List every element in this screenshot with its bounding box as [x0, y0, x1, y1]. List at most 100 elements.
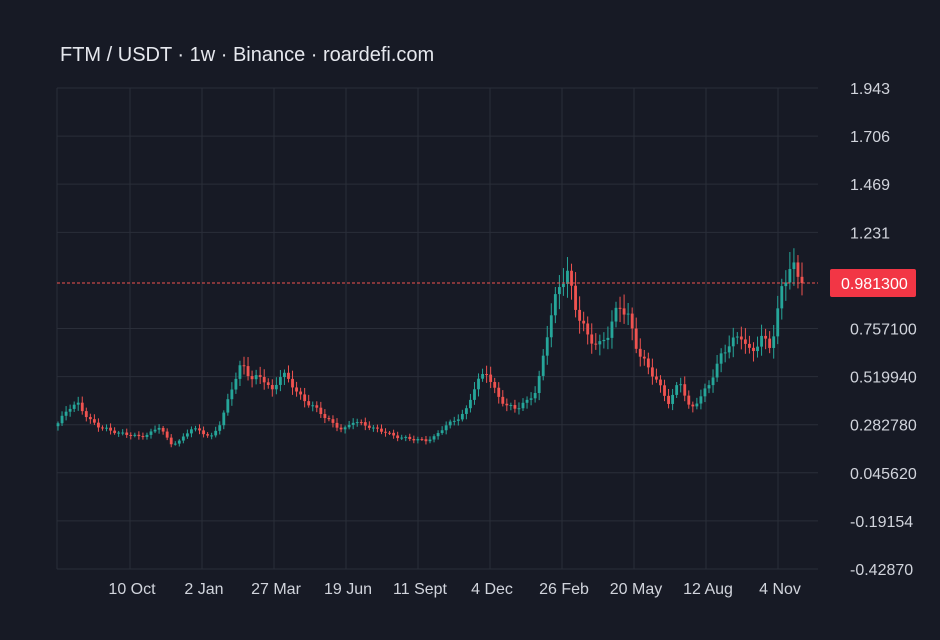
candle-body — [638, 348, 642, 357]
candle — [347, 420, 351, 430]
candle — [683, 376, 687, 402]
candle — [464, 405, 468, 420]
candle — [646, 352, 650, 375]
candle-body — [121, 432, 125, 434]
candle-body — [715, 363, 719, 378]
candle — [117, 430, 121, 437]
candle-body — [634, 328, 638, 349]
candle — [408, 433, 412, 442]
candle — [764, 328, 768, 350]
candle-body — [650, 367, 654, 377]
candle — [776, 295, 780, 345]
candle — [743, 328, 747, 354]
candle — [626, 303, 630, 326]
candle — [630, 307, 634, 341]
candle — [133, 432, 137, 438]
candle — [303, 387, 307, 408]
candle — [739, 326, 743, 350]
candle — [238, 360, 242, 386]
candle-body — [80, 402, 84, 412]
candle-body — [129, 434, 133, 436]
candle — [72, 401, 76, 413]
candle-body — [84, 411, 88, 418]
candle — [553, 286, 557, 324]
candle-body — [489, 374, 493, 382]
candle-body — [646, 358, 650, 368]
candle-body — [380, 428, 383, 432]
candle-body — [671, 394, 675, 404]
candle-body — [574, 285, 577, 310]
candle — [772, 324, 776, 359]
grid — [56, 87, 818, 570]
candle — [691, 401, 695, 413]
candle-body — [384, 431, 387, 433]
candle-body — [396, 435, 400, 439]
y-tick-label: 0.757100 — [850, 322, 917, 339]
candle-body — [173, 443, 177, 445]
candle — [594, 333, 598, 350]
candle-body — [788, 269, 792, 283]
candle — [392, 429, 396, 439]
candle-body — [60, 415, 64, 424]
candle-body — [367, 425, 371, 428]
candle — [88, 413, 92, 424]
candle — [650, 358, 654, 385]
candle-body — [408, 436, 412, 440]
candle-body — [529, 398, 533, 400]
candle-body — [339, 427, 343, 430]
candle-body — [287, 372, 290, 379]
candle — [323, 409, 327, 424]
candle — [687, 390, 691, 409]
candle — [97, 418, 100, 432]
candle-body — [562, 283, 565, 288]
candle-body — [501, 396, 505, 404]
candle — [262, 369, 266, 390]
candle — [222, 410, 226, 430]
candle-body — [76, 402, 80, 405]
candle — [343, 425, 347, 434]
candle-body — [533, 393, 537, 399]
y-tick-label: 1.943 — [850, 81, 890, 98]
candle — [246, 357, 250, 381]
candle — [121, 429, 125, 436]
candle-body — [109, 427, 112, 431]
candle-body — [113, 430, 117, 434]
candle — [258, 366, 262, 384]
candle-body — [727, 346, 731, 353]
candle-body — [388, 432, 391, 434]
candle-body — [169, 437, 173, 445]
x-tick-label: 26 Feb — [539, 581, 589, 598]
candle — [768, 331, 772, 354]
candle — [707, 380, 711, 394]
candle — [153, 425, 157, 434]
candle — [404, 435, 408, 442]
candle-body — [283, 372, 286, 378]
candle — [505, 398, 509, 412]
candle — [376, 424, 379, 433]
candle-body — [266, 382, 270, 386]
candle-body — [72, 404, 76, 409]
candle — [562, 268, 565, 296]
candle — [675, 382, 679, 398]
candle-body — [400, 437, 404, 439]
x-tick-label: 10 Oct — [108, 581, 156, 598]
candle — [715, 355, 719, 382]
candle — [299, 387, 303, 400]
candle-body — [452, 420, 456, 422]
y-tick-label: 1.469 — [850, 177, 890, 194]
candle-body — [347, 424, 351, 428]
candle — [230, 382, 234, 406]
candle-body — [582, 320, 586, 324]
candle-body — [618, 307, 622, 309]
candle — [416, 436, 420, 444]
candle-body — [428, 439, 432, 442]
candle-body — [711, 377, 715, 386]
candle — [105, 424, 108, 432]
candle-body — [92, 419, 96, 423]
candle-body — [683, 384, 687, 396]
candle — [80, 396, 84, 415]
candle — [452, 416, 456, 426]
candle — [274, 377, 278, 395]
candle — [695, 397, 699, 410]
